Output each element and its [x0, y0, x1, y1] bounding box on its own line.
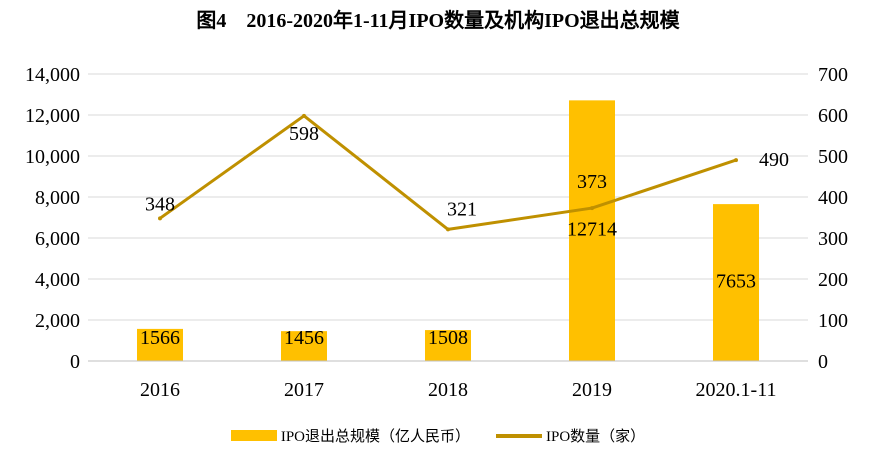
- bar: [569, 100, 615, 361]
- y-right-tick-label: 200: [818, 269, 848, 291]
- y-left-tick-label: 4,000: [35, 269, 80, 291]
- data-labels: 1566 1456 1508 12714 7653 348 598 321 373 490: [140, 123, 789, 349]
- legend: IPO退出总规模（亿人民币） IPO数量（家）: [0, 425, 876, 446]
- legend-bar-label: IPO退出总规模（亿人民币）: [280, 429, 470, 445]
- y-left-tick-label: 12,000: [25, 105, 80, 127]
- y-left-tick-label: 8,000: [35, 187, 80, 209]
- legend-line-swatch: [496, 433, 542, 438]
- y-right-tick-label: 600: [818, 105, 848, 127]
- bar: [281, 331, 327, 361]
- y-right-tick-label: 0: [818, 351, 828, 373]
- y-right-tick-label: 400: [818, 187, 848, 209]
- legend-item-line: IPO数量（家）: [496, 425, 645, 446]
- line-series: [158, 113, 738, 232]
- line-data-label: 321: [447, 198, 477, 220]
- y-left-tick-label: 2,000: [35, 310, 80, 332]
- x-tick-label: 2018: [428, 379, 468, 401]
- y-left-tick-label: 6,000: [35, 228, 80, 250]
- line-point: [590, 206, 594, 211]
- y-left-tick-label: 0: [70, 351, 80, 373]
- y-right-tick-label: 300: [818, 228, 848, 250]
- bar-data-label: 7653: [716, 271, 756, 293]
- x-tick-label: 2017: [284, 379, 324, 401]
- line-point: [158, 216, 162, 221]
- bar-data-label: 1566: [140, 327, 180, 349]
- line-data-label: 598: [289, 123, 319, 145]
- x-tick-label: 2016: [140, 379, 180, 401]
- bar-data-label: 1456: [284, 327, 324, 349]
- line-data-label: 373: [577, 171, 607, 193]
- y-left-tick-label: 14,000: [25, 64, 80, 86]
- legend-bar-swatch: [230, 430, 277, 441]
- line-data-label: 490: [759, 149, 789, 171]
- bar: [713, 204, 759, 361]
- bar-data-label: 12714: [567, 219, 617, 241]
- line-data-label: 348: [145, 193, 175, 215]
- bar: [425, 330, 471, 361]
- bar-data-label: 1508: [428, 327, 468, 349]
- y-right-tick-label: 500: [818, 146, 848, 168]
- y-right-tick-label: 100: [818, 310, 848, 332]
- axes: 0 2,000 4,000 6,000 8,000 10,000 12,000 14,000 0…: [25, 64, 848, 401]
- y-right-tick-label: 700: [818, 64, 848, 86]
- line-point: [302, 113, 306, 118]
- legend-item-bar: IPO退出总规模（亿人民币）: [230, 425, 470, 446]
- bar-series: [137, 100, 759, 361]
- legend-line-label: IPO数量（家）: [546, 429, 646, 445]
- chart-title: 图4 2016-2020年1-11月IPO数量及机构IPO退出总规模: [196, 10, 680, 32]
- bar: [137, 328, 183, 361]
- x-tick-label: 2019: [572, 379, 612, 401]
- line-point: [734, 158, 738, 163]
- y-left-tick-label: 10,000: [25, 146, 80, 168]
- x-tick-label: 2020.1-11: [696, 379, 777, 401]
- line-point: [446, 227, 450, 232]
